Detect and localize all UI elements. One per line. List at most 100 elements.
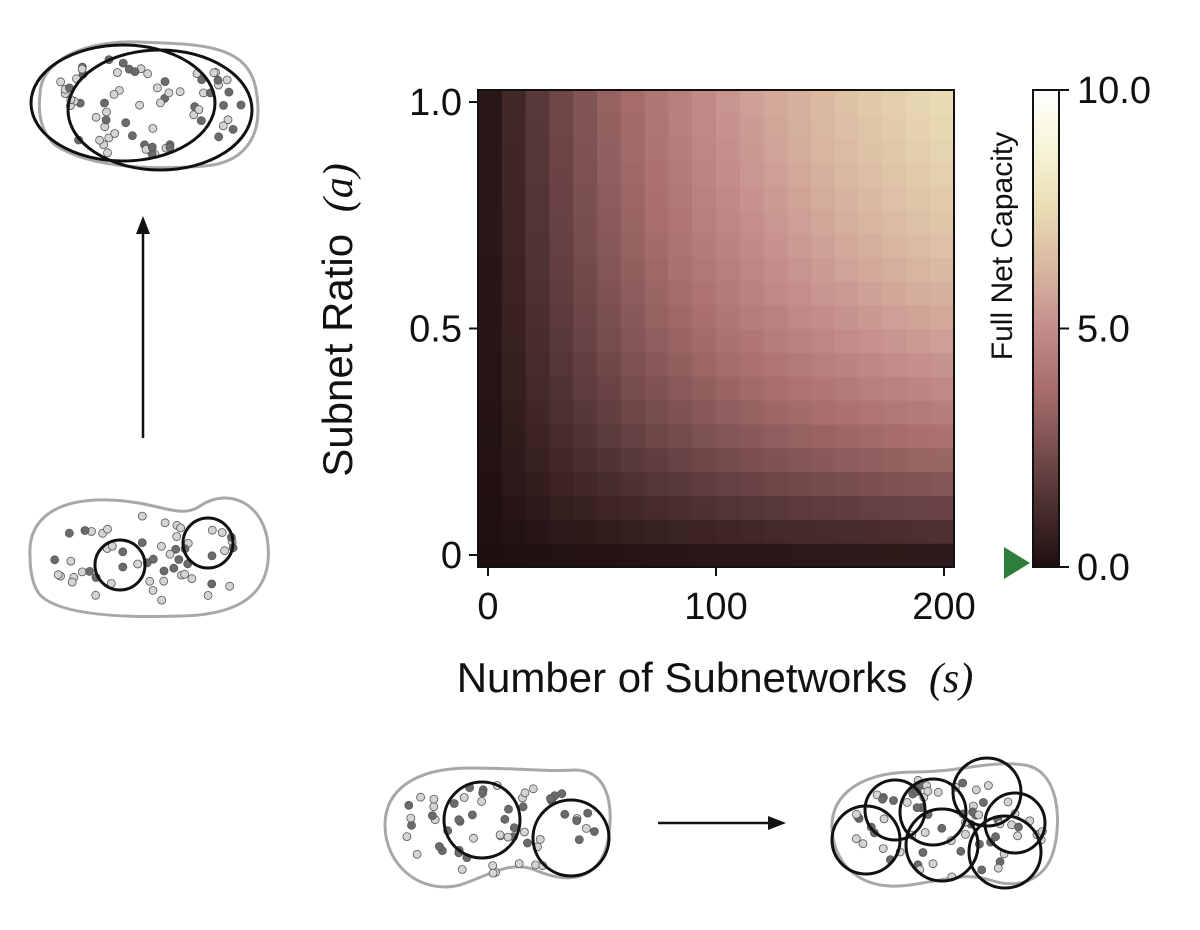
- heatmap-cell: [739, 423, 765, 449]
- heatmap-cell: [549, 423, 574, 449]
- heatmap-cell: [620, 185, 646, 210]
- heatmap-cell: [620, 90, 646, 115]
- neuron-dot: [429, 794, 439, 804]
- heatmap-cell: [858, 137, 884, 163]
- heatmap-cell: [858, 256, 884, 282]
- heatmap-cell: [739, 209, 765, 234]
- heatmap-cell: [525, 471, 550, 497]
- heatmap-cell: [644, 233, 669, 258]
- heatmap-cell: [668, 256, 693, 282]
- neuron-dot: [583, 808, 593, 818]
- heatmap-cell: [620, 400, 646, 425]
- heatmap-cell: [525, 304, 550, 330]
- heatmap-cell: [692, 280, 717, 306]
- heatmap-cell: [835, 495, 860, 520]
- heatmap-cell: [716, 471, 741, 497]
- heatmap-cell: [692, 376, 717, 401]
- neuron-dot: [889, 796, 898, 805]
- neuron-dot: [171, 544, 181, 554]
- heatmap-cell: [573, 161, 598, 186]
- heatmap-cell: [811, 543, 836, 568]
- x-axis-label-text: Number of Subnetworks: [457, 654, 908, 701]
- blob-outline: [830, 762, 1059, 888]
- heatmap-cell: [644, 543, 669, 568]
- heatmap-cell: [739, 304, 765, 330]
- neuron-dot: [103, 524, 112, 534]
- heatmap-cell: [739, 471, 765, 497]
- heatmap-cell: [478, 447, 503, 473]
- neuron-dot: [961, 830, 970, 839]
- heatmap-cell: [716, 233, 741, 258]
- heatmap-cell: [620, 137, 646, 163]
- heatmap-cell: [501, 185, 527, 210]
- neuron-dot: [528, 784, 538, 794]
- heatmap-cell: [858, 376, 884, 401]
- heatmap-cell: [549, 90, 574, 115]
- heatmap-cell: [858, 304, 884, 330]
- neuron-dot: [220, 546, 230, 556]
- heatmap-cell: [597, 280, 622, 306]
- heatmap-cell: [739, 161, 765, 186]
- neuron-dot: [145, 576, 155, 586]
- heatmap-cells: [478, 90, 955, 568]
- neuron-dot: [165, 142, 175, 152]
- heatmap-cell: [668, 328, 693, 353]
- heatmap-cell: [644, 495, 669, 520]
- heatmap-cell: [597, 113, 622, 139]
- neuron-dot: [560, 809, 570, 819]
- heatmap-cell: [525, 256, 550, 282]
- heatmap-cell: [835, 376, 860, 401]
- neuron-dot: [457, 865, 467, 874]
- heatmap-cell: [716, 543, 741, 568]
- heatmap-cell: [811, 447, 836, 473]
- heatmap-cell: [668, 113, 693, 139]
- heatmap-cell: [692, 495, 717, 520]
- heatmap-cell: [620, 113, 646, 139]
- heatmap-cell: [858, 209, 884, 234]
- heatmap-cell: [858, 495, 884, 520]
- heatmap-cell: [716, 90, 741, 115]
- heatmap-cell: [597, 137, 622, 163]
- heatmap-cell: [597, 304, 622, 330]
- neuron-dot: [174, 555, 184, 564]
- heatmap-cell: [573, 256, 598, 282]
- heatmap-cell: [787, 519, 812, 544]
- heatmap-cell: [858, 328, 884, 353]
- heatmap-cell: [478, 328, 503, 353]
- neuron-dot: [91, 590, 101, 600]
- heatmap-cell: [620, 519, 646, 544]
- heatmap-cell: [716, 376, 741, 401]
- heatmap-cell: [882, 495, 907, 520]
- neuron-dot: [207, 525, 217, 535]
- neuron-dot: [979, 798, 988, 807]
- heatmap-cell: [478, 543, 503, 568]
- neuron-dot: [535, 835, 545, 844]
- neuron-dot: [500, 814, 510, 824]
- heatmap-cell: [835, 113, 860, 139]
- heatmap-cell: [763, 280, 788, 306]
- subnet-circle: [66, 48, 254, 172]
- heatmap-cell: [858, 185, 884, 210]
- neuron-dot: [187, 574, 197, 584]
- neuron-dot: [459, 793, 469, 802]
- heatmap-cell: [692, 328, 717, 353]
- neuron-dot: [217, 528, 227, 537]
- heatmap-cell: [835, 209, 860, 234]
- neuron-dot: [100, 98, 109, 108]
- neuron-dot: [160, 518, 170, 528]
- diagram-few-small-subnets: [28, 496, 270, 619]
- heatmap-cell: [501, 233, 527, 258]
- heatmap-cell: [858, 233, 884, 258]
- heatmap-cell: [930, 304, 955, 330]
- neuron-dot: [582, 824, 591, 833]
- heatmap-cell: [716, 495, 741, 520]
- heatmap-cell: [716, 113, 741, 139]
- heatmap-cell: [906, 447, 931, 473]
- heatmap-cell: [906, 423, 931, 449]
- neuron-dot: [495, 830, 505, 840]
- y-axis-label: Subnet Ratio (a): [314, 163, 362, 477]
- heatmap-cell: [692, 113, 717, 139]
- neuron-dot: [858, 839, 868, 849]
- heatmap-cell: [882, 471, 907, 497]
- heatmap-cell: [739, 90, 765, 115]
